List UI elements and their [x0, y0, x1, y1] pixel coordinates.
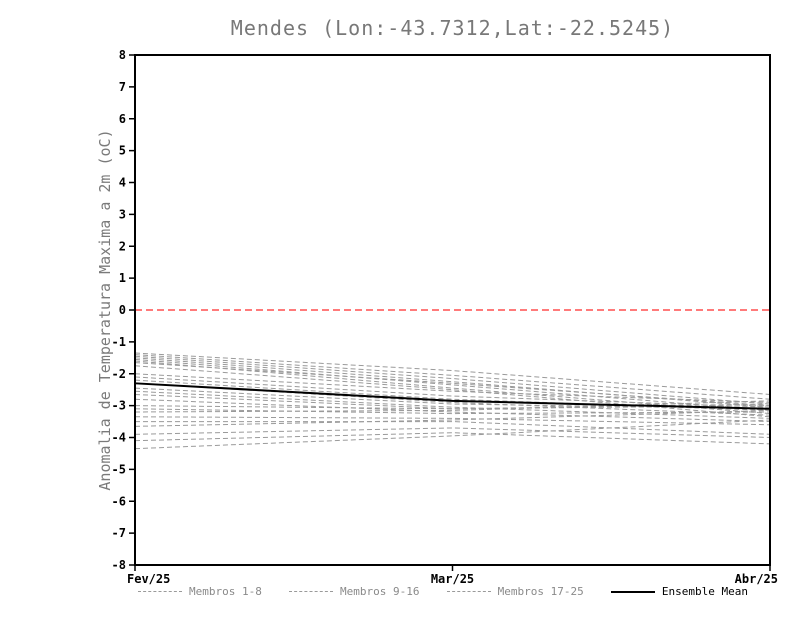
- x-tick-label: Mar/25: [431, 572, 474, 586]
- x-tick-label: Abr/25: [735, 572, 778, 586]
- series-member: [134, 354, 771, 400]
- series-member: [134, 355, 771, 405]
- series-member: [134, 352, 771, 395]
- series-member: [134, 358, 771, 411]
- legend-item-ensemble-mean: Ensemble Mean: [610, 585, 748, 598]
- y-tick-label: 0: [119, 303, 126, 317]
- y-tick-label: -5: [112, 462, 126, 476]
- series-member: [134, 387, 771, 410]
- dashed-line-sample-icon: [138, 591, 182, 592]
- y-tick-label: 8: [119, 48, 126, 62]
- y-tick-label: -1: [112, 335, 126, 349]
- series-member: [134, 357, 771, 408]
- series-member: [134, 400, 771, 413]
- x-tick-label: Fev/25: [127, 572, 170, 586]
- y-tick-label: -7: [112, 526, 126, 540]
- legend-item-members-17-25: Membros 17-25: [446, 585, 584, 598]
- y-tick-label: -4: [112, 431, 126, 445]
- series-member: [134, 365, 771, 418]
- y-tick-label: -8: [112, 558, 126, 572]
- legend-label: Ensemble Mean: [661, 585, 748, 598]
- y-tick-label: 3: [119, 207, 126, 221]
- y-tick-label: 2: [119, 239, 126, 253]
- series-member: [134, 409, 771, 427]
- legend-label: Membros 1-8: [189, 585, 262, 598]
- series-member: [134, 408, 771, 415]
- y-tick-label: -2: [112, 367, 126, 381]
- legend-item-members-1-8: Membros 1-8: [138, 585, 262, 598]
- series-member: [135, 421, 771, 435]
- dashed-line-sample-icon: [446, 591, 491, 592]
- y-tick-label: 4: [119, 176, 126, 190]
- y-tick-label: -3: [112, 399, 126, 413]
- series-member: [134, 390, 771, 419]
- series-member: [134, 398, 771, 423]
- legend: Membros 1-8 Membros 9-16 Membros 17-25 E…: [138, 585, 748, 598]
- series-ensemble-mean: [134, 382, 771, 410]
- series-member: [134, 373, 771, 403]
- y-tick-label: -6: [112, 494, 126, 508]
- dashed-line-sample-icon: [289, 591, 334, 592]
- series-member: [134, 416, 771, 426]
- y-tick-label: 6: [119, 112, 126, 126]
- y-tick-label: 7: [119, 80, 126, 94]
- legend-label: Membros 9-16: [340, 585, 420, 598]
- y-tick-label: 1: [119, 271, 126, 285]
- chart-title: Mendes (Lon:-43.7312,Lat:-22.5245): [230, 16, 675, 40]
- series-member: [134, 427, 771, 438]
- series-member: [134, 376, 771, 408]
- series-member: [134, 360, 771, 415]
- legend-label: Membros 17-25: [497, 585, 584, 598]
- y-tick-label: 5: [119, 144, 126, 158]
- legend-item-members-9-16: Membros 9-16: [289, 585, 420, 598]
- series-member: [134, 432, 771, 445]
- series-member: [134, 419, 771, 450]
- solid-line-sample-icon: [610, 590, 655, 593]
- series-member: [134, 362, 771, 407]
